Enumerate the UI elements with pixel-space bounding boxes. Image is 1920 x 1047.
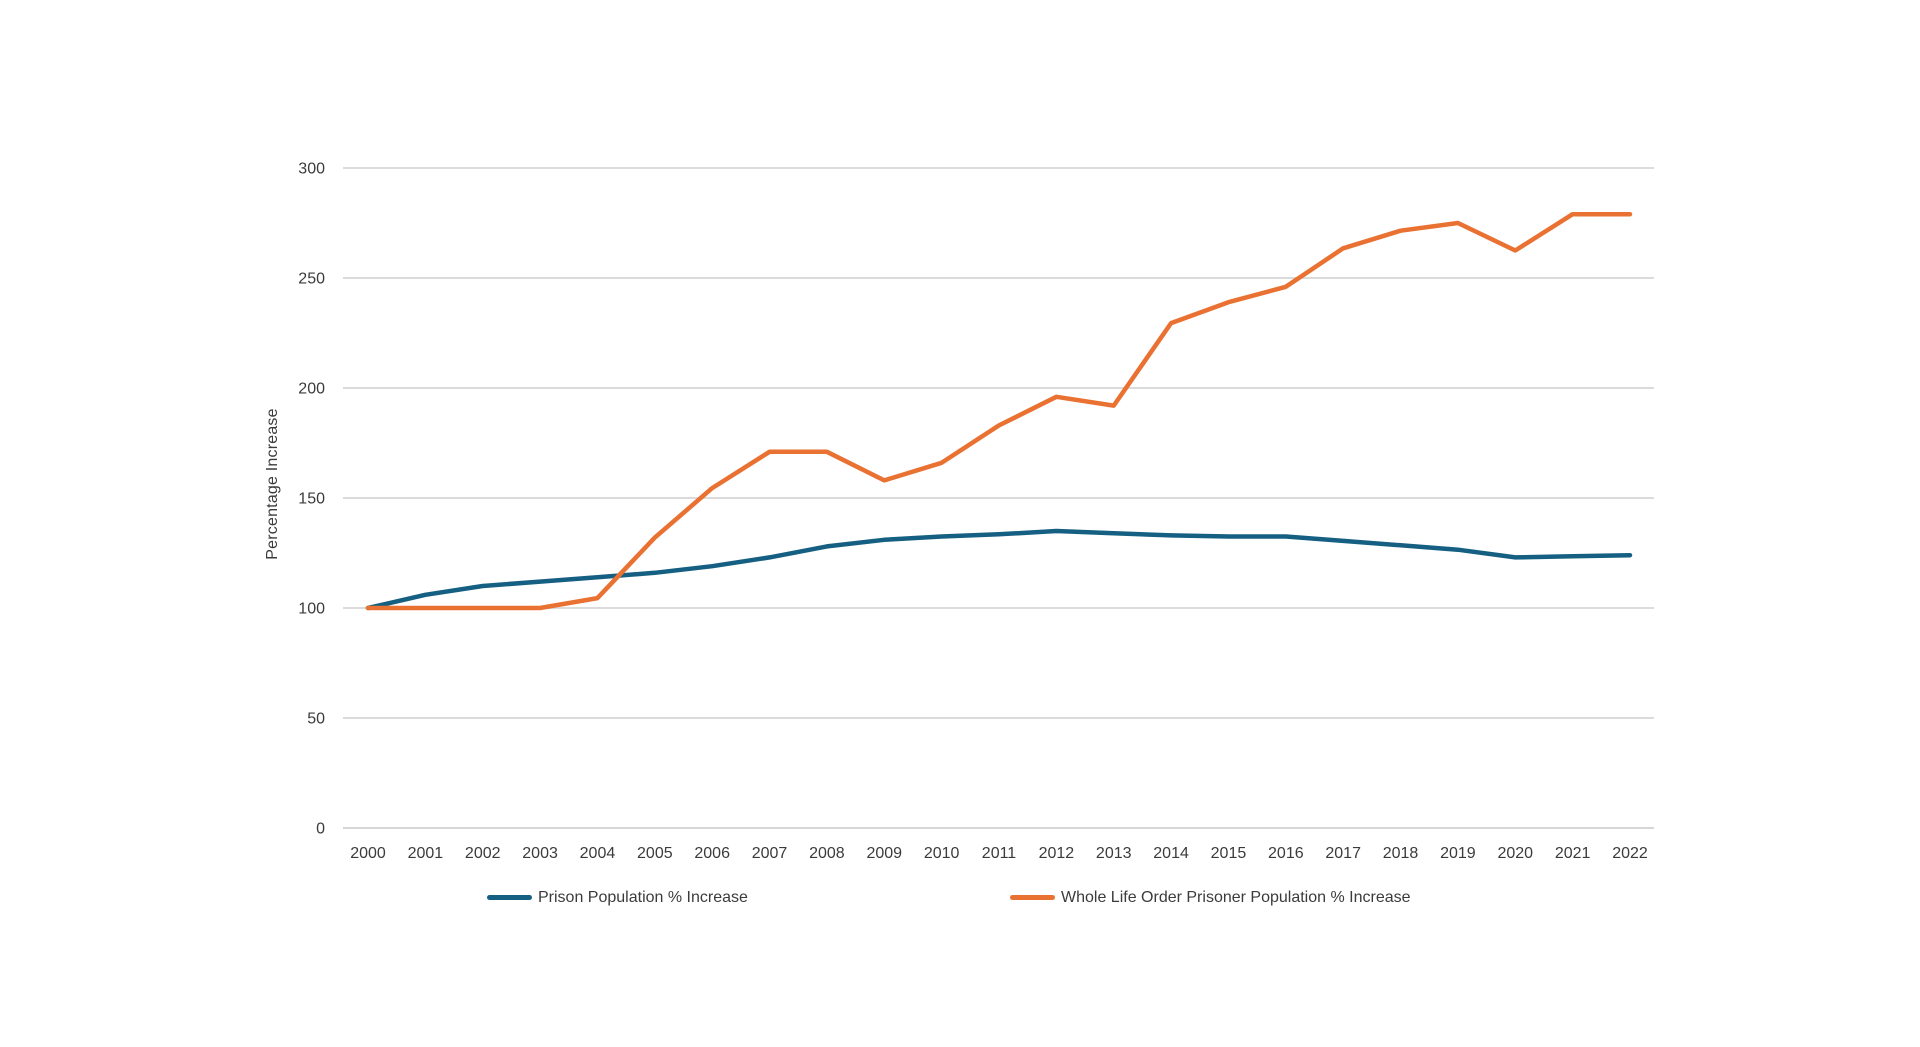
legend-item: Whole Life Order Prisoner Population % I… [1010, 889, 1411, 906]
x-tick-label: 2000 [350, 845, 386, 862]
x-tick-label: 2005 [637, 845, 673, 862]
x-tick-label: 2020 [1497, 845, 1533, 862]
legend-swatch [487, 895, 532, 900]
legend-label: Prison Population % Increase [538, 888, 748, 906]
x-tick-label: 2018 [1383, 845, 1419, 862]
y-tick-label: 100 [298, 601, 325, 618]
series-line [365, 528, 1633, 611]
gridlines [343, 167, 1654, 829]
legend-item: Prison Population % Increase [487, 889, 748, 906]
series-lines [365, 211, 1633, 611]
x-tick-label: 2008 [809, 845, 845, 862]
legend-swatch [1010, 895, 1055, 900]
x-axis-tick-labels: 2000 2001 2002 2003 2004 2005 2006 2007 2008 2009… [350, 845, 1648, 862]
y-axis-tick-labels: 0 50 100 150 200 250 300 [298, 161, 325, 838]
x-tick-label: 2002 [465, 845, 501, 862]
y-tick-label: 300 [298, 161, 325, 178]
y-tick-label: 150 [298, 491, 325, 508]
x-tick-label: 2014 [1153, 845, 1189, 862]
y-tick-label: 200 [298, 381, 325, 398]
y-tick-label: 0 [316, 821, 325, 838]
x-tick-label: 2010 [924, 845, 960, 862]
legend: Prison Population % Increase Whole Life O… [0, 889, 1920, 909]
x-tick-label: 2006 [694, 845, 730, 862]
x-tick-label: 2021 [1555, 845, 1591, 862]
legend-label: Whole Life Order Prisoner Population % I… [1061, 888, 1411, 906]
x-tick-label: 2015 [1211, 845, 1247, 862]
x-tick-label: 2022 [1612, 845, 1648, 862]
x-tick-label: 2001 [408, 845, 444, 862]
x-tick-label: 2017 [1325, 845, 1361, 862]
x-tick-label: 2011 [982, 845, 1017, 862]
y-tick-label: 50 [307, 711, 325, 728]
x-tick-label: 2003 [522, 845, 558, 862]
x-tick-label: 2004 [580, 845, 616, 862]
x-tick-label: 2016 [1268, 845, 1304, 862]
y-axis-title: Percentage Increase [264, 408, 281, 560]
x-tick-label: 2012 [1039, 845, 1075, 862]
y-tick-label: 250 [298, 271, 325, 288]
x-tick-label: 2007 [752, 845, 788, 862]
x-tick-label: 2013 [1096, 845, 1132, 862]
series-line [365, 211, 1633, 611]
x-tick-label: 2019 [1440, 845, 1476, 862]
x-tick-label: 2009 [866, 845, 902, 862]
